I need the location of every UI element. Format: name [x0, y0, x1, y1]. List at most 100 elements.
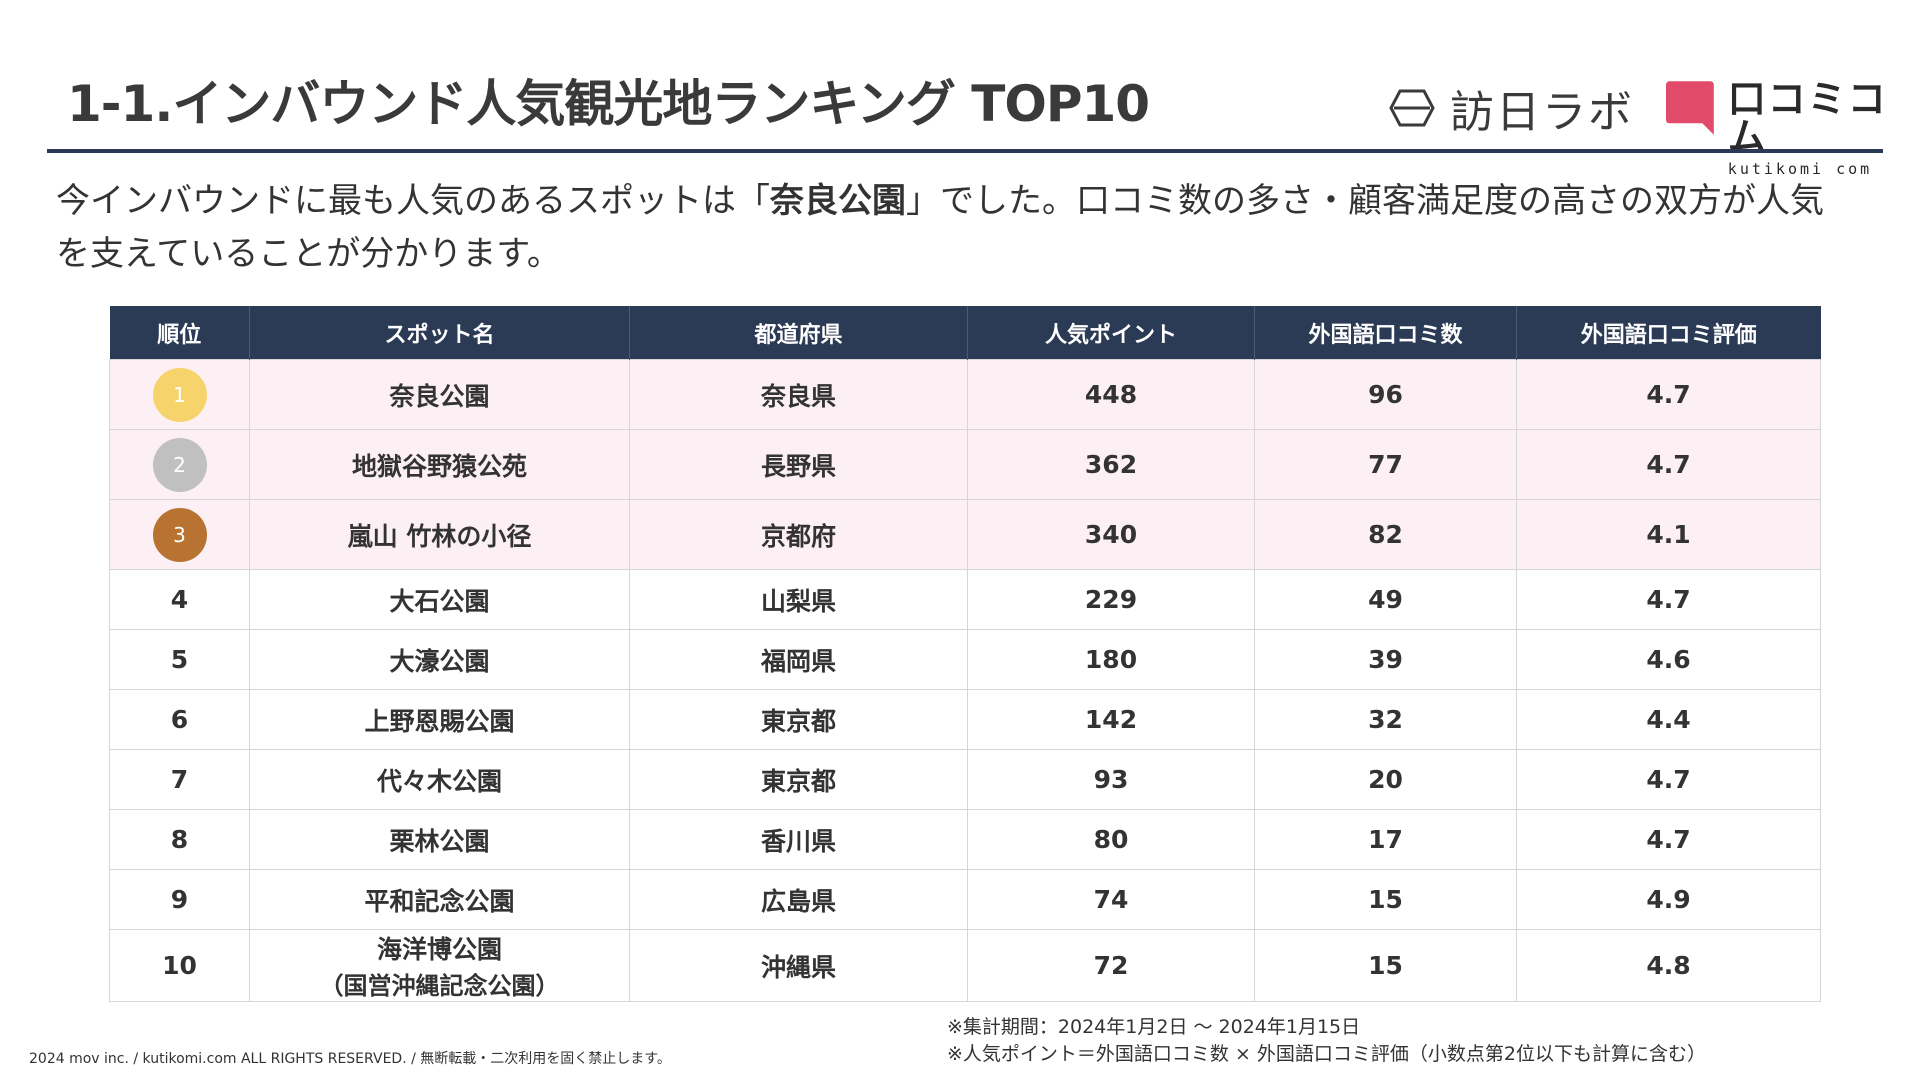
- spot-name: 上野恩賜公園: [364, 706, 515, 736]
- points-cell: 229: [967, 569, 1255, 630]
- prefecture-cell: 沖縄県: [629, 929, 968, 1002]
- table-row: 9 平和記念公園 広島県 74 15 4.9: [109, 869, 1821, 930]
- ranking-table: 順位 スポット名 都道府県 人気ポイント 外国語口コミ数 外国語口コミ評価 1 奈…: [109, 306, 1821, 1002]
- lead-text-after: 」でした。口コミ数の多さ・顧客満足度の高さの双方が人気を支えていることが分かりま…: [56, 181, 1824, 274]
- lead-text-before: 今インバウンドに最も人気のあるスポットは「: [56, 181, 770, 221]
- rank-medal-icon: 2: [152, 437, 207, 492]
- review-rating-cell: 4.7: [1516, 809, 1821, 870]
- spot-name: 大石公園: [389, 586, 490, 616]
- rank-cell: 1: [109, 359, 250, 430]
- header-review-rating: 外国語口コミ評価: [1516, 306, 1821, 360]
- table-row: 4 大石公園 山梨県 229 49 4.7: [109, 569, 1821, 630]
- review-count-cell: 20: [1254, 749, 1517, 810]
- prefecture-cell: 広島県: [629, 869, 968, 930]
- speech-bubble-logo-icon: [1666, 81, 1714, 135]
- review-rating-cell: 4.7: [1516, 359, 1821, 430]
- houjin-lab-logo: 訪日ラボ: [1388, 80, 1634, 138]
- spot-name: 海洋博公園: [376, 935, 502, 964]
- review-rating-cell: 4.8: [1516, 929, 1821, 1002]
- table-header-row: 順位 スポット名 都道府県 人気ポイント 外国語口コミ数 外国語口コミ評価: [109, 306, 1821, 360]
- review-count-cell: 77: [1254, 429, 1517, 500]
- kutikomi-wordmark-jp: 口コミコム: [1727, 77, 1888, 159]
- review-rating-cell: 4.7: [1516, 429, 1821, 500]
- table-row: 7 代々木公園 東京都 93 20 4.7: [109, 749, 1821, 810]
- spot-name-cell: 大濠公園: [249, 629, 630, 690]
- rank-cell: 9: [109, 869, 250, 930]
- page-title: 1-1.インバウンド人気観光地ランキング TOP10: [67, 75, 1150, 133]
- review-count-cell: 82: [1254, 499, 1517, 570]
- spot-name: 平和記念公園: [364, 886, 515, 916]
- footnotes: ※集計期間：2024年1月2日 〜 2024年1月15日 ※人気ポイント＝外国語…: [947, 1014, 1706, 1068]
- review-rating-cell: 4.9: [1516, 869, 1821, 930]
- rank-cell: 6: [109, 689, 250, 750]
- points-cell: 448: [967, 359, 1255, 430]
- header-review-count: 外国語口コミ数: [1254, 306, 1517, 360]
- spot-name: 地獄谷野猿公苑: [351, 451, 527, 481]
- spot-name-cell: 大石公園: [249, 569, 630, 630]
- prefecture-cell: 京都府: [629, 499, 968, 570]
- footnote-period: ※集計期間：2024年1月2日 〜 2024年1月15日: [947, 1016, 1361, 1038]
- table-row: 2 地獄谷野猿公苑 長野県 362 77 4.7: [109, 429, 1821, 500]
- spot-name: 大濠公園: [389, 646, 490, 676]
- review-count-cell: 39: [1254, 629, 1517, 690]
- rank-cell: 4: [109, 569, 250, 630]
- review-count-cell: 17: [1254, 809, 1517, 870]
- spot-name-cell: 地獄谷野猿公苑: [249, 429, 630, 500]
- table-row: 1 奈良公園 奈良県 448 96 4.7: [109, 359, 1821, 430]
- rank-cell: 7: [109, 749, 250, 810]
- prefecture-cell: 東京都: [629, 689, 968, 750]
- spot-name-cell: 平和記念公園: [249, 869, 630, 930]
- points-cell: 180: [967, 629, 1255, 690]
- title-divider: [47, 149, 1883, 153]
- spot-name-cell: 海洋博公園 （国営沖縄記念公園）: [249, 929, 630, 1002]
- table-row: 10 海洋博公園 （国営沖縄記念公園） 沖縄県 72 15 4.8: [109, 929, 1821, 1002]
- review-rating-cell: 4.1: [1516, 499, 1821, 570]
- points-cell: 362: [967, 429, 1255, 500]
- prefecture-cell: 香川県: [629, 809, 968, 870]
- table-row: 3 嵐山 竹林の小径 京都府 340 82 4.1: [109, 499, 1821, 570]
- prefecture-cell: 福岡県: [629, 629, 968, 690]
- table-row: 8 栗林公園 香川県 80 17 4.7: [109, 809, 1821, 870]
- spot-name-cell: 嵐山 竹林の小径: [249, 499, 630, 570]
- lead-highlight: 奈良公園: [770, 181, 906, 221]
- rank-cell: 8: [109, 809, 250, 870]
- kutikomi-logo: 口コミコム kutikomi com: [1666, 80, 1919, 178]
- review-count-cell: 96: [1254, 359, 1517, 430]
- spot-name-cell: 栗林公園: [249, 809, 630, 870]
- prefecture-cell: 山梨県: [629, 569, 968, 630]
- spot-name-cell: 上野恩賜公園: [249, 689, 630, 750]
- spot-name-cell: 奈良公園: [249, 359, 630, 430]
- table-row: 5 大濠公園 福岡県 180 39 4.6: [109, 629, 1821, 690]
- prefecture-cell: 長野県: [629, 429, 968, 500]
- prefecture-cell: 奈良県: [629, 359, 968, 430]
- points-cell: 74: [967, 869, 1255, 930]
- kutikomi-wordmark-en: kutikomi com: [1727, 160, 1873, 178]
- review-rating-cell: 4.7: [1516, 569, 1821, 630]
- hexagon-logo-icon: [1389, 89, 1435, 127]
- points-cell: 340: [967, 499, 1255, 570]
- points-cell: 72: [967, 929, 1255, 1002]
- header-points: 人気ポイント: [967, 306, 1255, 360]
- review-count-cell: 15: [1254, 929, 1517, 1002]
- points-cell: 93: [967, 749, 1255, 810]
- review-rating-cell: 4.6: [1516, 629, 1821, 690]
- review-rating-cell: 4.7: [1516, 749, 1821, 810]
- points-cell: 80: [967, 809, 1255, 870]
- rank-medal-icon: 1: [152, 367, 207, 422]
- prefecture-cell: 東京都: [629, 749, 968, 810]
- rank-cell: 5: [109, 629, 250, 690]
- spot-name-sub: （国営沖縄記念公園）: [319, 972, 560, 1000]
- review-count-cell: 32: [1254, 689, 1517, 750]
- spot-name: 嵐山 竹林の小径: [347, 521, 532, 551]
- rank-cell: 2: [109, 429, 250, 500]
- rank-cell: 3: [109, 499, 250, 570]
- spot-name: 栗林公園: [389, 826, 490, 856]
- review-count-cell: 15: [1254, 869, 1517, 930]
- lead-paragraph: 今インバウンドに最も人気のあるスポットは「奈良公園」でした。口コミ数の多さ・顧客…: [56, 175, 1846, 281]
- copyright-notice: 2024 mov inc. / kutikomi.com ALL RIGHTS …: [29, 1051, 671, 1067]
- footnote-formula: ※人気ポイント＝外国語口コミ数 × 外国語口コミ評価（小数点第2位以下も計算に含…: [947, 1043, 1707, 1065]
- spot-name: 代々木公園: [376, 766, 502, 796]
- table-row: 6 上野恩賜公園 東京都 142 32 4.4: [109, 689, 1821, 750]
- header-prefecture: 都道府県: [629, 306, 968, 360]
- header-spot: スポット名: [249, 306, 630, 360]
